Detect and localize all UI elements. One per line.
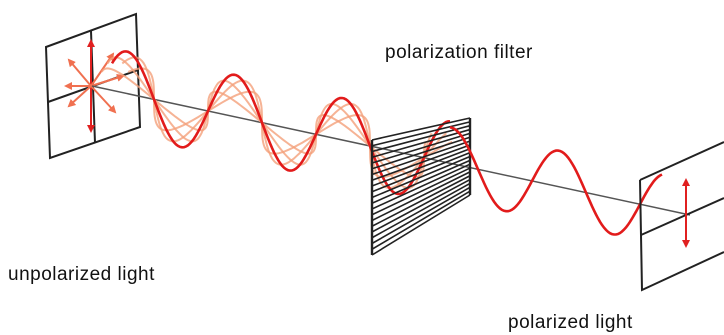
light-waves xyxy=(102,51,452,194)
result-frame xyxy=(640,142,724,290)
polarization-diagram: polarization filter unpolarized light po… xyxy=(0,0,724,335)
polarization-arrow xyxy=(69,86,91,106)
polarization-filter xyxy=(372,118,470,255)
polarized-label: polarized light xyxy=(508,312,633,333)
filter-slat xyxy=(372,191,470,249)
polarization-arrow xyxy=(69,60,91,86)
vertical-wave xyxy=(450,127,662,234)
polarized-wave xyxy=(450,127,662,234)
unpolarized-label: unpolarized light xyxy=(8,264,155,285)
filter-label: polarization filter xyxy=(385,42,533,63)
